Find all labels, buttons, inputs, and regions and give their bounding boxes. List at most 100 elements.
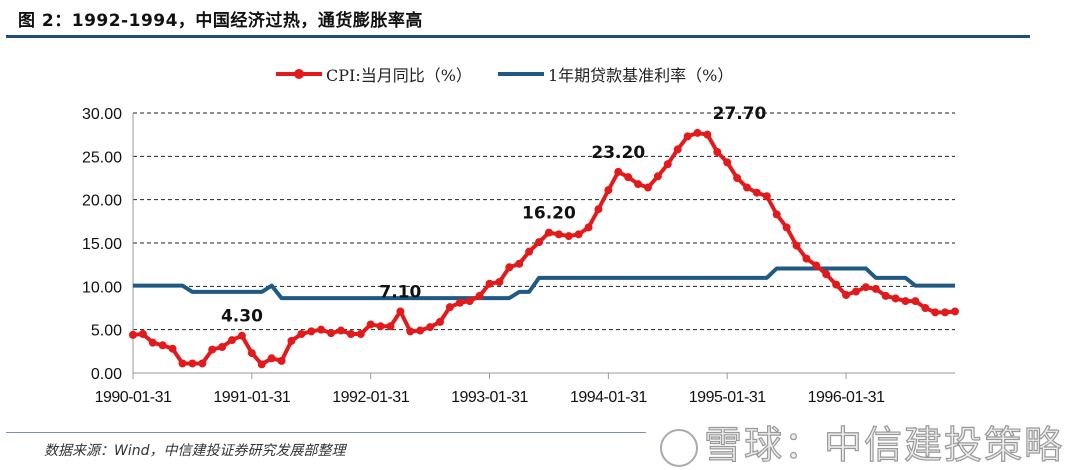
cpi-series-line: [132, 130, 956, 367]
cpi-point: [762, 192, 771, 201]
x-tick-label: 1992-01-31: [332, 389, 409, 406]
data-label: 27.70: [713, 104, 767, 124]
cpi-point: [564, 232, 573, 241]
cpi-point: [356, 330, 365, 338]
cpi-point: [129, 330, 137, 339]
y-tick-label: 25.00: [82, 149, 122, 166]
cpi-point: [594, 205, 603, 214]
cpi-point: [891, 294, 900, 303]
cpi-point: [832, 280, 841, 289]
cpi-point: [247, 349, 256, 358]
x-tick-label: 1993-01-31: [451, 389, 528, 406]
cpi-point: [535, 238, 544, 247]
cpi-point: [376, 322, 385, 331]
cpi-point: [921, 304, 930, 312]
cpi-point: [743, 183, 752, 192]
cpi-point: [406, 327, 415, 336]
y-tick-label: 30.00: [82, 106, 122, 123]
cpi-point: [683, 132, 692, 141]
data-label: 4.30: [221, 307, 263, 327]
watermark-text: 雪球：中信建投策略: [703, 422, 1065, 467]
cpi-point: [495, 278, 504, 286]
chart-legend: CPI:当月同比（%） 1年期贷款基准利率（%）: [276, 62, 759, 86]
source-note: 数据来源：Wind，中信建投证券研究发展部整理: [44, 443, 346, 459]
cpi-point: [653, 172, 662, 181]
title-divider: [6, 35, 1030, 38]
cpi-point: [148, 338, 157, 347]
cpi-point: [366, 320, 375, 329]
cpi-point: [475, 291, 484, 300]
cpi-point: [188, 359, 197, 368]
legend-item-cpi: CPI:当月同比（%）: [276, 62, 472, 86]
cpi-point: [267, 354, 276, 363]
cpi-point: [218, 343, 227, 351]
legend-swatch-cpi: [276, 69, 322, 79]
cpi-point: [733, 174, 742, 182]
cpi-point: [643, 183, 652, 192]
cpi-point: [554, 230, 563, 239]
x-tick-label: 1990-01-31: [95, 389, 172, 406]
cpi-point: [861, 283, 870, 292]
cpi-point: [168, 344, 177, 353]
cpi-point: [663, 160, 672, 169]
watermark: 雪球：中信建投策略: [660, 414, 1064, 469]
footer-divider: [6, 432, 646, 433]
legend-item-rate: 1年期贷款基准利率（%）: [497, 62, 734, 86]
cpi-point: [723, 158, 732, 167]
cpi-point: [297, 330, 306, 338]
data-label: 16.20: [522, 204, 576, 224]
snowball-logo-icon: [660, 428, 698, 467]
x-tick-label: 1994-01-31: [570, 389, 647, 406]
data-label: 7.10: [379, 282, 421, 302]
legend-label-cpi: CPI:当月同比（%）: [326, 66, 472, 85]
cpi-point: [426, 323, 435, 332]
cpi-point: [505, 263, 514, 272]
cpi-point: [703, 130, 712, 139]
cpi-point: [693, 128, 702, 137]
cpi-point: [327, 329, 336, 338]
cpi-point: [257, 360, 266, 369]
cpi-point: [307, 327, 316, 336]
y-tick-label: 5.00: [91, 323, 122, 340]
y-tick-label: 0.00: [91, 366, 122, 383]
cpi-point: [673, 145, 682, 154]
cpi-point: [941, 308, 950, 317]
cpi-point: [574, 230, 583, 239]
cpi-point: [158, 341, 167, 350]
cpi-point: [416, 326, 425, 335]
cpi-point: [317, 325, 326, 334]
cpi-point: [515, 259, 524, 268]
cpi-point: [931, 308, 940, 317]
cpi-point: [436, 317, 445, 326]
cpi-point: [336, 326, 345, 335]
cpi-point: [485, 279, 494, 288]
cpi-point: [208, 345, 217, 354]
cpi-point: [911, 297, 920, 306]
cpi-point: [901, 297, 910, 306]
cpi-point: [871, 284, 880, 293]
cpi-point: [614, 167, 623, 176]
legend-label-rate: 1年期贷款基准利率（%）: [547, 66, 734, 85]
cpi-point: [951, 307, 959, 316]
cpi-point: [802, 254, 811, 263]
figure-title: 图 2：1992-1994，中国经济过热，通货膨胀率高: [18, 11, 423, 31]
cpi-point: [287, 336, 296, 345]
cpi-point: [178, 359, 187, 368]
x-tick-label: 1995-01-31: [689, 389, 766, 406]
cpi-point: [713, 148, 722, 156]
cpi-point: [812, 261, 821, 270]
cpi-point: [792, 241, 801, 250]
cpi-point: [851, 287, 860, 296]
cpi-point: [198, 359, 207, 368]
cpi-point: [634, 180, 643, 189]
x-tick-label: 1996-01-31: [808, 389, 885, 406]
cpi-point: [624, 173, 633, 182]
x-tick-label: 1991-01-31: [213, 389, 290, 406]
data-label: 23.20: [591, 143, 645, 163]
cpi-point: [386, 322, 395, 331]
cpi-point: [237, 331, 246, 340]
rate-series-line: [133, 266, 955, 301]
cpi-point: [346, 330, 355, 338]
cpi-point: [277, 356, 286, 365]
